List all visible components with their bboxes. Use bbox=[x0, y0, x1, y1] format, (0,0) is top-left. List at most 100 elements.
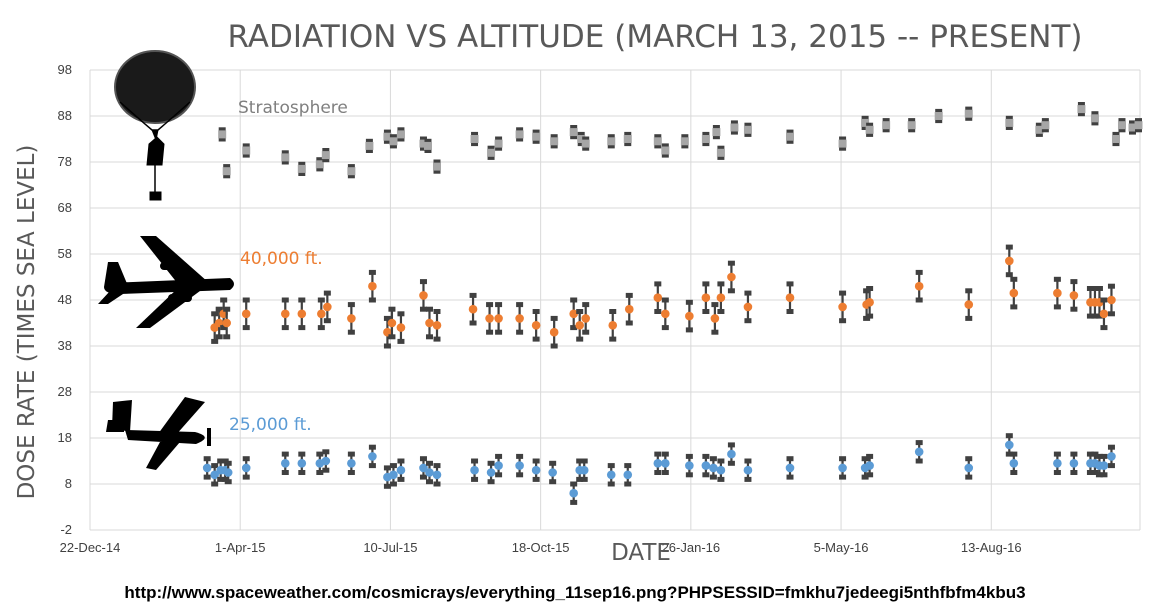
error-cap bbox=[217, 458, 225, 464]
error-cap bbox=[516, 136, 524, 142]
error-cap bbox=[685, 299, 693, 305]
error-cap bbox=[1112, 141, 1120, 147]
data-point bbox=[1041, 121, 1050, 130]
error-cap bbox=[624, 481, 632, 487]
error-cap bbox=[1095, 286, 1103, 291]
error-cap bbox=[1091, 286, 1099, 291]
error-cap bbox=[1005, 433, 1013, 439]
error-cap bbox=[1100, 325, 1108, 331]
error-cap bbox=[580, 476, 588, 482]
error-cap bbox=[317, 297, 325, 303]
error-cap bbox=[316, 157, 324, 163]
error-cap bbox=[717, 458, 725, 464]
y-tick-label: 28 bbox=[58, 384, 72, 399]
error-cap bbox=[532, 309, 540, 314]
error-cap bbox=[281, 325, 289, 331]
error-cap bbox=[298, 451, 306, 457]
error-cap bbox=[242, 325, 250, 331]
error-cap bbox=[624, 463, 632, 469]
data-point bbox=[1005, 118, 1014, 127]
error-cap bbox=[516, 472, 524, 478]
data-point bbox=[425, 318, 434, 328]
error-cap bbox=[744, 290, 752, 296]
error-cap bbox=[1077, 102, 1085, 107]
error-cap bbox=[866, 131, 874, 137]
data-point bbox=[222, 318, 231, 328]
data-point bbox=[242, 146, 251, 155]
x-tick-label: 22-Dec-14 bbox=[60, 540, 121, 555]
x-tick-label: 18-Oct-15 bbox=[512, 540, 570, 555]
error-cap bbox=[322, 157, 330, 163]
error-cap bbox=[1107, 311, 1115, 317]
error-cap bbox=[915, 269, 923, 275]
data-point bbox=[1035, 125, 1044, 134]
data-point bbox=[838, 139, 847, 148]
data-point bbox=[368, 281, 377, 291]
series-1 bbox=[210, 244, 1116, 349]
error-cap bbox=[709, 456, 717, 462]
series-label-2: 25,000 ft. bbox=[229, 415, 312, 435]
error-cap bbox=[625, 320, 633, 326]
error-cap bbox=[383, 483, 391, 489]
error-cap bbox=[389, 463, 397, 469]
error-cap bbox=[365, 148, 373, 153]
error-cap bbox=[654, 143, 662, 149]
error-cap bbox=[786, 474, 794, 480]
error-cap bbox=[866, 286, 874, 291]
error-cap bbox=[861, 115, 869, 121]
error-cap bbox=[702, 131, 710, 137]
data-point bbox=[685, 461, 694, 470]
data-point bbox=[485, 314, 494, 323]
error-cap bbox=[1070, 306, 1078, 312]
error-cap bbox=[516, 127, 524, 133]
data-point bbox=[743, 302, 753, 312]
data-point bbox=[685, 311, 694, 321]
data-point bbox=[1107, 452, 1116, 461]
error-cap bbox=[702, 472, 710, 478]
error-cap bbox=[215, 306, 223, 312]
data-point bbox=[1134, 121, 1143, 130]
error-cap bbox=[203, 474, 211, 480]
error-cap bbox=[730, 120, 738, 126]
data-point bbox=[383, 132, 392, 141]
data-point bbox=[653, 293, 663, 303]
error-cap bbox=[550, 315, 558, 321]
error-cap bbox=[582, 145, 590, 151]
error-cap bbox=[281, 297, 289, 303]
data-point bbox=[865, 125, 874, 134]
error-cap bbox=[965, 288, 973, 294]
data-point bbox=[907, 121, 916, 130]
data-point bbox=[581, 314, 591, 323]
error-cap bbox=[882, 127, 890, 133]
data-point bbox=[396, 323, 406, 332]
error-cap bbox=[242, 152, 250, 158]
error-cap bbox=[786, 138, 794, 144]
data-point bbox=[280, 309, 290, 319]
data-point bbox=[1005, 440, 1014, 450]
error-cap bbox=[786, 281, 794, 287]
error-cap bbox=[661, 470, 669, 475]
error-cap bbox=[419, 145, 427, 151]
error-cap bbox=[839, 456, 847, 462]
series-label-1: 40,000 ft. bbox=[240, 249, 323, 269]
y-tick-label: -2 bbox=[60, 522, 72, 537]
data-point bbox=[347, 167, 356, 176]
error-cap bbox=[711, 329, 719, 335]
data-point bbox=[838, 302, 847, 312]
series-labels: Stratosphere 40,000 ft. 25,000 ft. bbox=[229, 98, 348, 435]
data-point bbox=[425, 468, 434, 477]
data-point bbox=[419, 139, 428, 148]
error-cap bbox=[433, 168, 441, 174]
data-point bbox=[470, 465, 479, 475]
data-point bbox=[743, 465, 753, 475]
data-point bbox=[297, 164, 306, 173]
error-cap bbox=[425, 306, 433, 312]
error-cap bbox=[1091, 451, 1099, 457]
series-2 bbox=[202, 433, 1116, 505]
data-point bbox=[365, 141, 374, 150]
x-axis-ticks: 22-Dec-14 1-Apr-15 10-Jul-15 18-Oct-15 26-Ja… bbox=[60, 540, 1022, 555]
data-point bbox=[1053, 459, 1062, 468]
error-cap bbox=[218, 136, 226, 142]
error-cap bbox=[681, 134, 689, 140]
error-cap bbox=[654, 281, 662, 287]
